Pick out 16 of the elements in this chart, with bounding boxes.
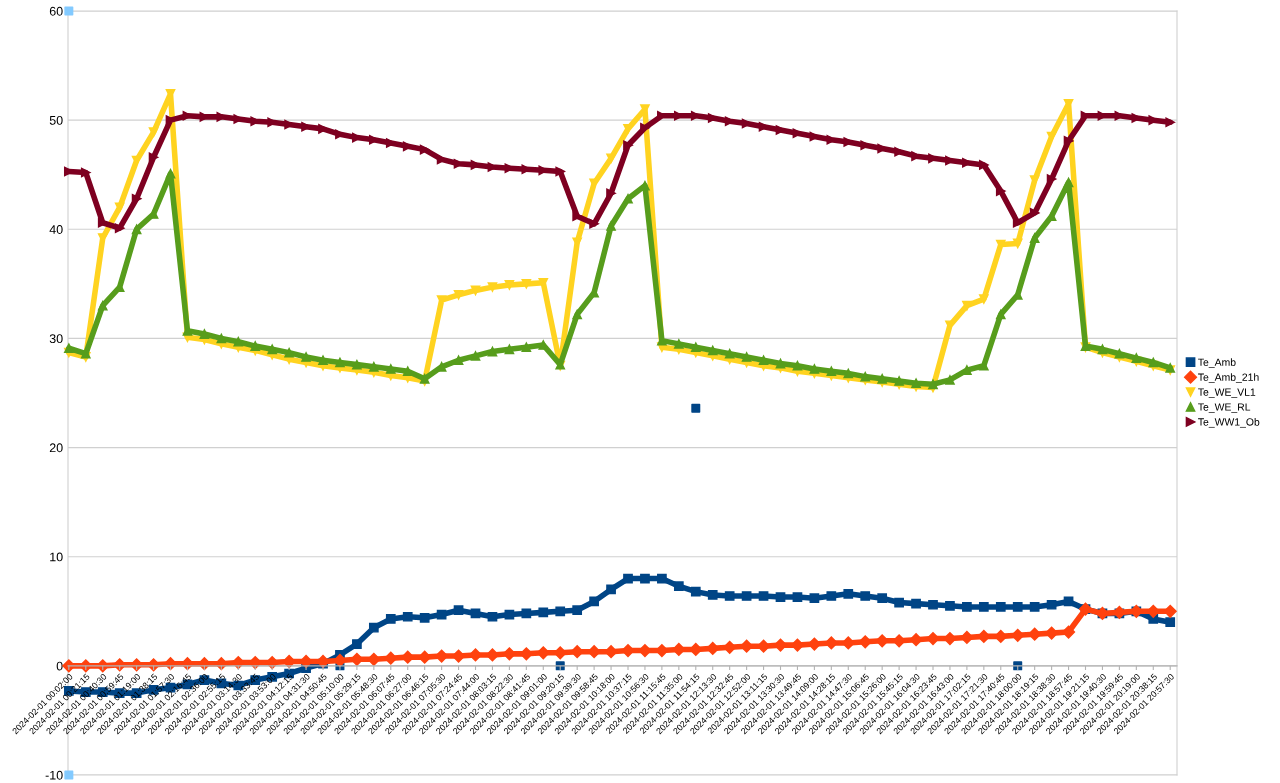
point	[64, 770, 74, 780]
y-tick-label: 60	[49, 6, 63, 16]
y-tick-label: 30	[49, 334, 63, 344]
point	[64, 6, 74, 16]
legend-label: Te_WW1_Ob	[1198, 417, 1260, 428]
point	[691, 403, 701, 413]
legend-label: Te_Amb_21h	[1198, 373, 1259, 383]
legend-label: Te_Amb	[1198, 358, 1236, 368]
y-tick-label: -10	[45, 770, 63, 780]
y-tick-label: 40	[49, 225, 63, 234]
y-tick-label: 50	[49, 115, 63, 125]
legend-label: Te_WE_VL1	[1198, 388, 1256, 398]
y-tick-label: 20	[49, 443, 63, 453]
legend-label: Te_WE_RL	[1198, 403, 1251, 413]
y-tick-label: 0	[56, 661, 63, 671]
y-tick-label: 10	[50, 552, 63, 562]
